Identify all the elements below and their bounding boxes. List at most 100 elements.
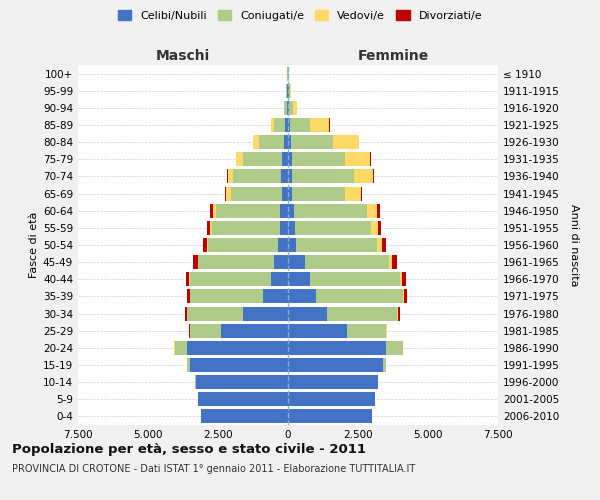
Bar bbox=[288, 221, 381, 235]
Bar bbox=[282, 186, 288, 200]
Bar bbox=[288, 255, 305, 269]
Bar bbox=[288, 84, 290, 98]
Bar bbox=[288, 272, 401, 286]
Bar bbox=[274, 118, 288, 132]
Bar bbox=[187, 306, 288, 320]
Bar bbox=[288, 221, 295, 235]
Bar bbox=[287, 66, 288, 80]
Bar bbox=[288, 186, 361, 200]
Bar bbox=[288, 324, 388, 338]
Bar bbox=[207, 221, 288, 235]
Bar bbox=[187, 306, 288, 320]
Bar bbox=[288, 135, 359, 149]
Bar bbox=[288, 341, 386, 355]
Bar bbox=[175, 341, 288, 355]
Bar bbox=[288, 306, 400, 320]
Bar bbox=[287, 66, 288, 80]
Bar bbox=[288, 66, 289, 80]
Bar bbox=[195, 375, 288, 389]
Bar bbox=[284, 101, 288, 115]
Bar bbox=[243, 152, 288, 166]
Bar bbox=[288, 238, 296, 252]
Bar bbox=[243, 306, 288, 320]
Bar bbox=[288, 221, 371, 235]
Bar bbox=[278, 238, 288, 252]
Bar bbox=[196, 375, 288, 389]
Bar bbox=[196, 375, 288, 389]
Bar bbox=[288, 204, 380, 218]
Bar bbox=[199, 392, 288, 406]
Bar bbox=[186, 272, 288, 286]
Bar bbox=[253, 135, 288, 149]
Bar bbox=[288, 101, 293, 115]
Bar bbox=[288, 290, 407, 304]
Bar bbox=[285, 118, 288, 132]
Bar bbox=[288, 101, 289, 115]
Bar bbox=[288, 118, 330, 132]
Bar bbox=[288, 84, 289, 98]
Bar bbox=[198, 392, 288, 406]
Bar bbox=[288, 324, 386, 338]
Bar bbox=[288, 410, 372, 424]
Bar bbox=[190, 290, 288, 304]
Bar bbox=[288, 84, 290, 98]
Text: Popolazione per età, sesso e stato civile - 2011: Popolazione per età, sesso e stato civil… bbox=[12, 442, 366, 456]
Bar bbox=[216, 204, 288, 218]
Text: PROVINCIA DI CROTONE - Dati ISTAT 1° gennaio 2011 - Elaborazione TUTTITALIA.IT: PROVINCIA DI CROTONE - Dati ISTAT 1° gen… bbox=[12, 464, 415, 474]
Bar bbox=[210, 204, 288, 218]
Bar bbox=[288, 358, 386, 372]
Bar bbox=[190, 358, 288, 372]
Bar bbox=[288, 118, 310, 132]
Bar bbox=[288, 341, 403, 355]
Bar bbox=[259, 135, 288, 149]
Bar bbox=[288, 221, 377, 235]
Bar bbox=[288, 375, 378, 389]
Bar bbox=[175, 341, 288, 355]
Bar bbox=[288, 410, 372, 424]
Bar bbox=[190, 290, 288, 304]
Bar bbox=[288, 204, 294, 218]
Bar bbox=[271, 118, 288, 132]
Bar bbox=[274, 255, 288, 269]
Bar bbox=[288, 392, 375, 406]
Bar bbox=[288, 170, 354, 183]
Bar bbox=[283, 152, 288, 166]
Bar bbox=[288, 101, 297, 115]
Bar bbox=[199, 255, 288, 269]
Bar bbox=[236, 152, 288, 166]
Bar bbox=[288, 306, 398, 320]
Bar bbox=[210, 221, 288, 235]
Bar bbox=[288, 152, 370, 166]
Bar bbox=[288, 170, 374, 183]
Bar bbox=[288, 306, 327, 320]
Bar bbox=[225, 186, 288, 200]
Bar bbox=[201, 410, 288, 424]
Bar bbox=[288, 341, 403, 355]
Legend: Celibi/Nubili, Coniugati/e, Vedovi/e, Divorziati/e: Celibi/Nubili, Coniugati/e, Vedovi/e, Di… bbox=[113, 6, 487, 25]
Bar bbox=[201, 410, 288, 424]
Bar bbox=[208, 238, 288, 252]
Bar bbox=[253, 135, 288, 149]
Bar bbox=[288, 238, 386, 252]
Bar bbox=[203, 238, 288, 252]
Bar bbox=[190, 324, 288, 338]
Bar bbox=[195, 375, 288, 389]
Bar bbox=[288, 272, 310, 286]
Bar bbox=[288, 170, 292, 183]
Bar bbox=[288, 170, 373, 183]
Bar bbox=[193, 255, 288, 269]
Bar bbox=[233, 170, 288, 183]
Bar bbox=[288, 375, 377, 389]
Bar bbox=[288, 186, 362, 200]
Bar bbox=[288, 186, 346, 200]
Bar bbox=[288, 238, 382, 252]
Bar bbox=[288, 358, 383, 372]
Bar bbox=[288, 186, 292, 200]
Bar bbox=[288, 290, 404, 304]
Bar bbox=[288, 272, 406, 286]
Bar bbox=[187, 341, 288, 355]
Bar bbox=[288, 135, 292, 149]
Bar bbox=[288, 152, 345, 166]
Bar bbox=[288, 358, 386, 372]
Bar bbox=[288, 358, 386, 372]
